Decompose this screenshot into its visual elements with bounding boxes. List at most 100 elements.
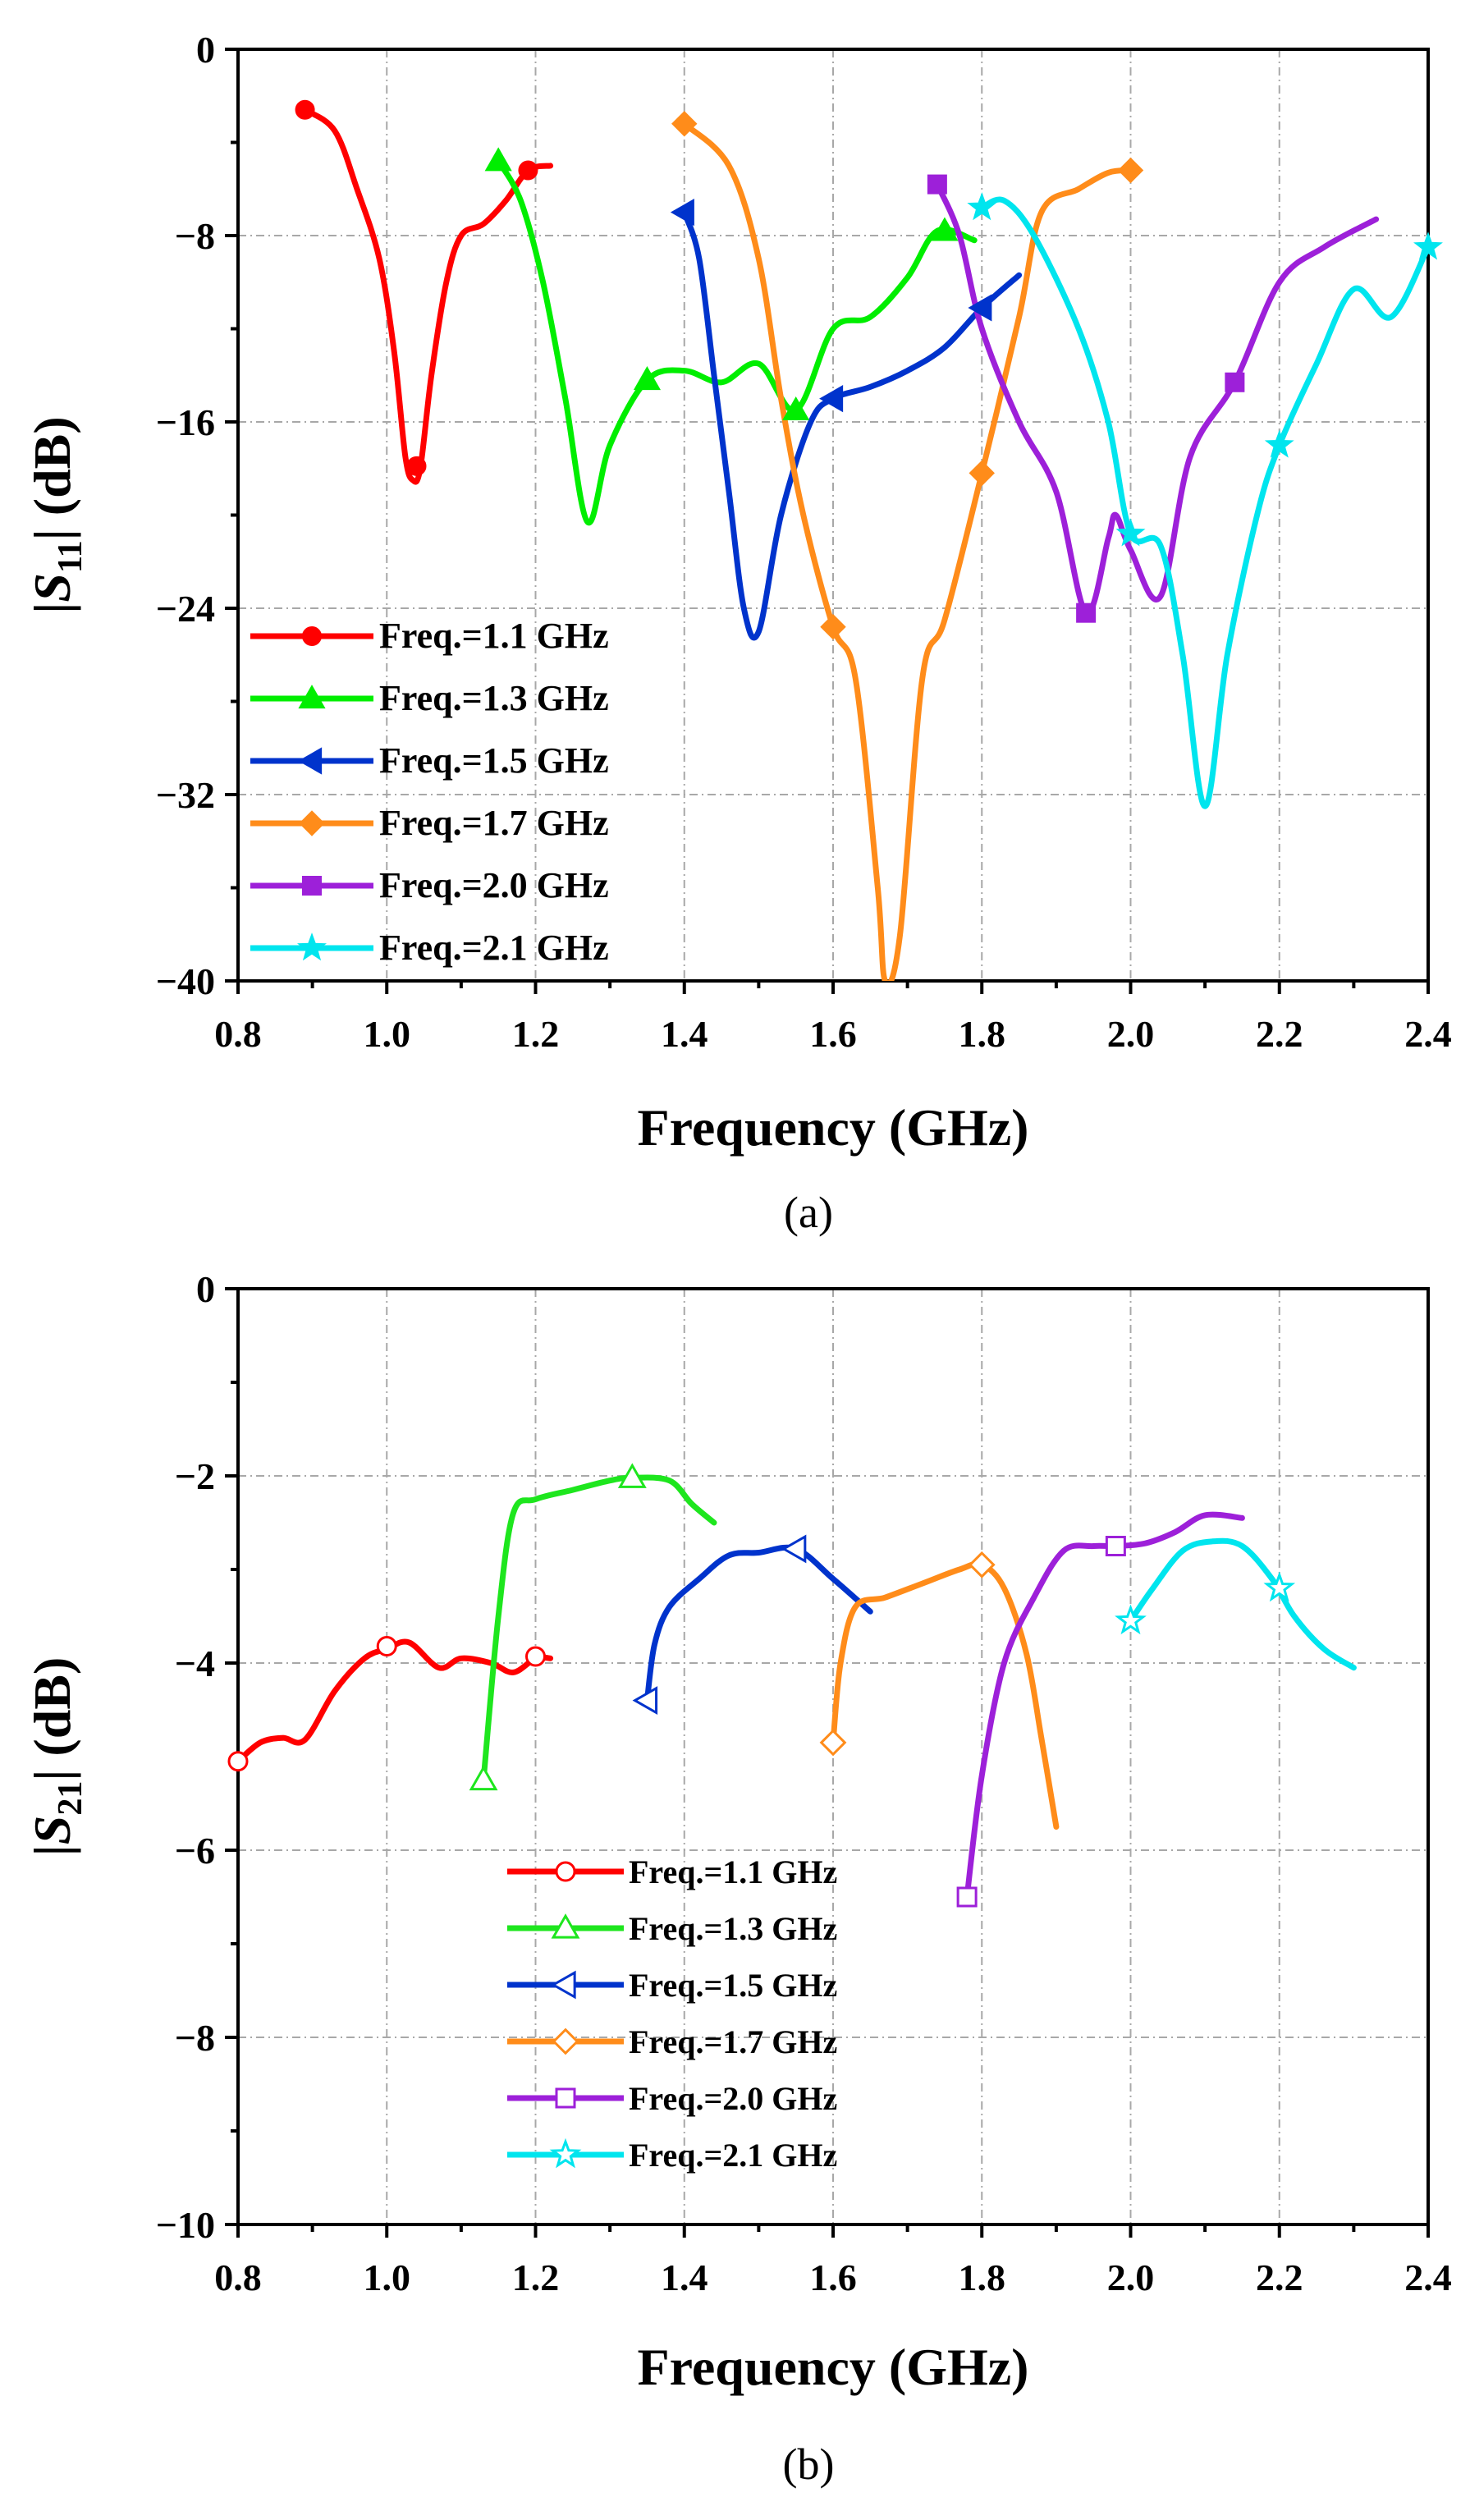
- series-line-5: [934, 181, 1380, 616]
- data-point: [1105, 1536, 1126, 1556]
- legend-entry: Freq.=2.1 GHz: [379, 928, 609, 968]
- legend: Freq.=1.1 GHz Freq.=1.3 GHz Freq.=1.5 GHz F…: [507, 1853, 837, 2174]
- marker-group: [295, 99, 1443, 640]
- series-group: [302, 107, 1428, 981]
- x-tick-label: 1.6: [809, 1013, 857, 1055]
- series-line-1: [238, 1638, 554, 1765]
- data-point: [1264, 429, 1294, 458]
- x-tick-label: 2.4: [1404, 1013, 1452, 1055]
- data-point: [1413, 231, 1443, 260]
- data-point: [632, 1686, 658, 1716]
- legend-marker: [298, 747, 323, 775]
- data-point: [525, 1646, 546, 1667]
- data-point: [1115, 518, 1146, 547]
- data-point: [671, 111, 698, 137]
- y-tick-label: −10: [156, 2204, 215, 2246]
- y-tick-label: −2: [175, 1455, 215, 1497]
- legend-entry: Freq.=1.7 GHz: [379, 803, 609, 843]
- y-tick-label: −32: [156, 774, 215, 816]
- y-tick-label: −4: [175, 1643, 215, 1684]
- series-line-2: [480, 1474, 717, 1783]
- data-point: [1076, 603, 1097, 623]
- series-line-2: [495, 158, 978, 526]
- panel-caption: (b): [783, 2440, 835, 2489]
- x-tick-label: 2.0: [1107, 1013, 1155, 1055]
- series-line-3: [643, 1544, 873, 1704]
- legend-marker: [555, 1861, 576, 1882]
- y-tick-label: −8: [175, 215, 215, 257]
- marker-group: [227, 1463, 1296, 1908]
- x-tick-label: 1.8: [959, 1013, 1006, 1055]
- data-point: [969, 460, 995, 487]
- legend-entry: Freq.=1.5 GHz: [379, 740, 609, 781]
- series-line-5: [964, 1511, 1245, 1900]
- series-line-4: [830, 1560, 1060, 1830]
- legend-marker: [549, 2137, 582, 2169]
- y-tick-label: −16: [156, 401, 215, 443]
- legend-marker: [551, 1970, 576, 2000]
- x-tick-label: 1.2: [512, 2257, 560, 2298]
- x-tick-label: 0.8: [214, 1013, 262, 1055]
- data-point: [617, 1463, 647, 1488]
- x-tick-label: 2.2: [1256, 2257, 1303, 2298]
- x-tick-label: 2.4: [1404, 2257, 1452, 2298]
- data-point: [484, 147, 512, 172]
- series-line-3: [681, 209, 1023, 641]
- data-point: [967, 192, 997, 221]
- y-tick-label: −8: [175, 2017, 215, 2059]
- series-group: [238, 1474, 1357, 1900]
- x-tick-label: 2.2: [1256, 1013, 1303, 1055]
- series-line-4: [681, 121, 1133, 981]
- data-point: [927, 174, 947, 195]
- y-tick-label: −40: [156, 960, 215, 1002]
- series-line-6: [1128, 1537, 1357, 1671]
- data-point: [1117, 157, 1144, 184]
- y-tick-label: 0: [196, 1268, 215, 1310]
- data-point: [931, 217, 959, 241]
- data-point: [782, 396, 810, 420]
- legend-marker: [551, 1913, 580, 1939]
- x-tick-label: 1.6: [809, 2257, 857, 2298]
- x-tick-label: 1.8: [959, 2257, 1006, 2298]
- y-tick-label: −24: [156, 588, 215, 630]
- legend-marker: [555, 2087, 576, 2109]
- data-point: [819, 385, 844, 413]
- data-point: [295, 99, 315, 120]
- series-line-1: [302, 107, 554, 485]
- legend-entry: Freq.=1.7 GHz: [629, 2023, 837, 2060]
- legend-entry: Freq.=1.3 GHz: [379, 678, 609, 718]
- x-tick-label: 2.0: [1107, 2257, 1155, 2298]
- y-tick-label: 0: [196, 29, 215, 71]
- y-axis-title: |S21| (dB): [23, 1657, 89, 1857]
- y-axis-title: |S11| (dB): [23, 416, 89, 613]
- data-point: [633, 366, 662, 391]
- legend-marker: [302, 626, 322, 646]
- data-point: [406, 456, 427, 476]
- legend-entry: Freq.=2.0 GHz: [379, 865, 609, 905]
- legend: Freq.=1.1 GHz Freq.=1.3 GHz Freq.=1.5 GHz F…: [250, 616, 609, 968]
- data-point: [820, 613, 846, 640]
- x-tick-label: 1.4: [661, 2257, 708, 2298]
- x-tick-label: 0.8: [214, 2257, 262, 2298]
- data-point: [1115, 1604, 1147, 1635]
- legend-marker: [299, 810, 325, 836]
- legend-entry: Freq.=2.0 GHz: [629, 2080, 837, 2117]
- panel-b-s21-chart: 0.8 1.0 1.2 1.4 1.6 1.8 2.0 2.2 2.4 0 −2 −4 −6 −8 −10 F…: [23, 1268, 1452, 2489]
- x-tick-label: 1.2: [512, 1013, 560, 1055]
- data-point: [518, 160, 538, 181]
- gridlines: [238, 1289, 1428, 2224]
- legend-marker: [297, 932, 327, 961]
- legend-marker: [298, 685, 326, 709]
- data-point: [1225, 372, 1245, 392]
- x-axis-title: Frequency (GHz): [638, 2338, 1029, 2396]
- x-tick-label: 1.0: [364, 1013, 411, 1055]
- x-axis-title: Frequency (GHz): [638, 1098, 1029, 1157]
- series-line-6: [978, 196, 1428, 809]
- data-point: [376, 1635, 397, 1656]
- legend-entry: Freq.=2.1 GHz: [629, 2137, 837, 2174]
- data-point: [227, 1751, 249, 1772]
- axis-ticks: [225, 48, 1430, 994]
- legend-entry: Freq.=1.3 GHz: [629, 1910, 837, 1947]
- axis-ticks: [225, 1287, 1430, 2238]
- x-tick-label: 1.4: [661, 1013, 708, 1055]
